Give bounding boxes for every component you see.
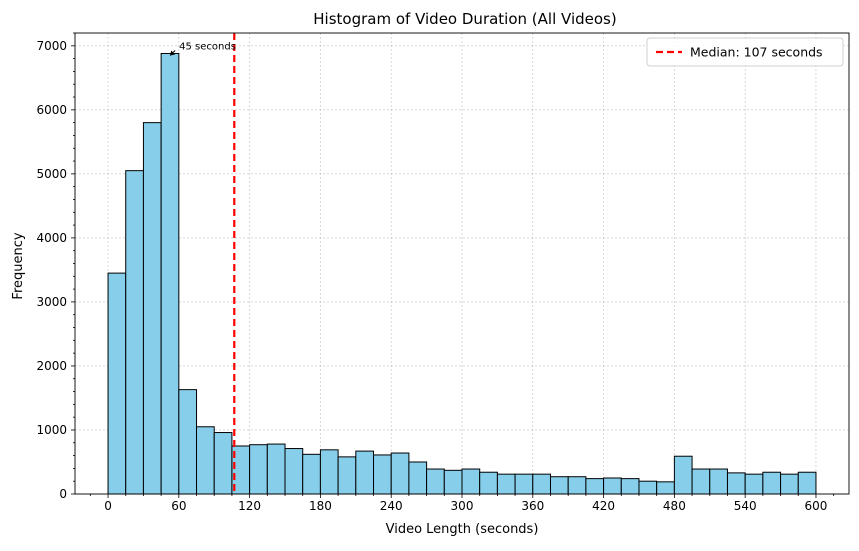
histogram-bar <box>726 472 746 495</box>
y-tick-label: 2000 <box>36 359 67 373</box>
annotation-arrowhead <box>170 50 176 56</box>
x-tick-label: 540 <box>734 499 757 513</box>
histogram-bar <box>408 461 428 495</box>
histogram-bar <box>461 468 481 495</box>
histogram-bar <box>585 478 605 495</box>
histogram-bar <box>196 426 215 495</box>
histogram-bar <box>780 473 799 495</box>
legend-layer: Median: 107 seconds <box>646 37 844 67</box>
x-tick-label: 420 <box>592 499 615 513</box>
histogram-bar <box>673 455 693 495</box>
y-tick-label: 1000 <box>36 423 67 437</box>
histogram-bar <box>797 471 817 495</box>
histogram-bar <box>355 450 375 495</box>
legend-box <box>646 37 844 67</box>
chart-title: Histogram of Video Duration (All Videos) <box>313 10 616 28</box>
histogram-bar <box>549 476 569 495</box>
y-tick-label: 6000 <box>36 103 67 117</box>
histogram-bar <box>160 52 180 495</box>
histogram-bar <box>266 443 286 495</box>
histogram-bar <box>532 473 551 495</box>
histogram-bar <box>302 453 321 495</box>
histogram-bar <box>691 468 711 495</box>
histogram-bar <box>514 473 534 495</box>
histogram-bar <box>656 481 675 495</box>
histogram-bar <box>496 473 516 495</box>
x-tick-label: 600 <box>805 499 828 513</box>
histogram-bar <box>125 170 144 495</box>
histogram-bar <box>762 471 782 495</box>
legend-median-label: Median: 107 seconds <box>690 45 823 60</box>
histogram-bar <box>178 389 198 495</box>
histogram-bar <box>479 471 498 495</box>
histogram-bar <box>567 476 587 495</box>
histogram-bar <box>603 477 622 495</box>
histogram-bar <box>744 473 764 495</box>
histogram-bar <box>638 480 658 495</box>
y-tick-label: 4000 <box>36 231 67 245</box>
histogram-bar <box>373 454 392 495</box>
histogram-bar <box>426 468 445 495</box>
histogram-bar <box>284 448 304 495</box>
histogram-bar <box>390 452 410 495</box>
annotation-layer: 45 seconds <box>169 41 236 56</box>
y-tick-label: 5000 <box>36 167 67 181</box>
histogram-bar <box>337 456 357 495</box>
histogram-bar <box>142 122 162 495</box>
x-tick-label: 300 <box>451 499 474 513</box>
bars-layer <box>107 52 817 495</box>
y-tick-label: 3000 <box>36 295 67 309</box>
x-tick-label: 480 <box>663 499 686 513</box>
annotation-label: 45 seconds <box>179 41 236 52</box>
axes-layer: 0 60 120 180 240 300 360 420 480 540 6000100020003… <box>36 32 850 513</box>
histogram-bar <box>213 432 233 495</box>
histogram-bar <box>319 449 339 495</box>
x-tick-label: 120 <box>238 499 261 513</box>
x-tick-label: 180 <box>309 499 332 513</box>
x-tick-label: 0 <box>104 499 112 513</box>
x-tick-label: 240 <box>380 499 403 513</box>
x-tick-label: 360 <box>521 499 544 513</box>
x-axis-label: Video Length (seconds) <box>386 522 539 537</box>
x-tick-label: 60 <box>171 499 186 513</box>
y-tick-label: 0 <box>59 487 67 501</box>
y-axis-label: Frequency <box>11 232 26 299</box>
y-tick-label: 7000 <box>36 39 67 53</box>
histogram-bar <box>620 478 640 495</box>
histogram-bar <box>107 272 127 495</box>
histogram-bar <box>249 444 268 495</box>
histogram-bar <box>443 469 463 495</box>
histogram-bar <box>709 468 728 495</box>
